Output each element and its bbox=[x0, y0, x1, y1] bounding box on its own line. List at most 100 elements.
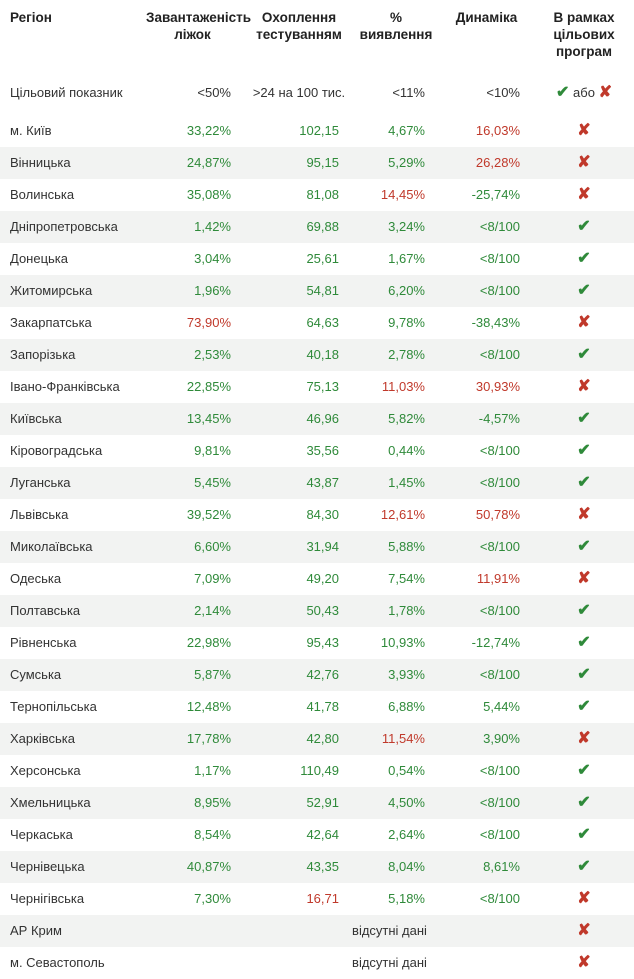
cell-percent: 6,88% bbox=[353, 691, 439, 723]
cell-percent: 10,93% bbox=[353, 627, 439, 659]
table-row: Тернопільська12,48%41,786,88%5,44%✔ bbox=[0, 691, 634, 723]
cell-testing: 81,08 bbox=[245, 179, 353, 211]
cell-program: ✔ bbox=[534, 339, 634, 371]
target-row: Цільовий показник <50% >24 на 100 тис. <… bbox=[0, 75, 634, 115]
cell-region: Херсонська bbox=[0, 755, 140, 787]
table-row: Закарпатська73,90%64,639,78%-38,43%✘ bbox=[0, 307, 634, 339]
table-row: Дніпропетровська1,42%69,883,24%<8/100✔ bbox=[0, 211, 634, 243]
cell-testing: 41,78 bbox=[245, 691, 353, 723]
cell-percent: 5,88% bbox=[353, 531, 439, 563]
cell-load: 13,45% bbox=[140, 403, 245, 435]
header-programs: В рамках цільових програм bbox=[534, 0, 634, 75]
cell-region: Черкаська bbox=[0, 819, 140, 851]
cell-percent: 1,67% bbox=[353, 243, 439, 275]
cell-percent: 12,61% bbox=[353, 499, 439, 531]
cell-dynamics: 5,44% bbox=[439, 691, 534, 723]
cross-icon: ✘ bbox=[577, 183, 590, 207]
cell-dynamics: <8/100 bbox=[439, 659, 534, 691]
cell-percent: 6,20% bbox=[353, 275, 439, 307]
cell-region: м. Севастополь bbox=[0, 947, 140, 979]
cell-region: АР Крим bbox=[0, 915, 140, 947]
cell-percent: 3,93% bbox=[353, 659, 439, 691]
cell-load: 12,48% bbox=[140, 691, 245, 723]
table-row: м. Київ33,22%102,154,67%16,03%✘ bbox=[0, 115, 634, 147]
cell-dynamics: 26,28% bbox=[439, 147, 534, 179]
cell-dynamics: <8/100 bbox=[439, 595, 534, 627]
cell-dynamics: -4,57% bbox=[439, 403, 534, 435]
target-testing: >24 на 100 тис. bbox=[245, 75, 353, 115]
check-icon: ✔ bbox=[577, 791, 590, 815]
cell-program: ✔ bbox=[534, 435, 634, 467]
header-testing: Охоплення тестуванням bbox=[245, 0, 353, 75]
cell-testing: 31,94 bbox=[245, 531, 353, 563]
cell-region: м. Київ bbox=[0, 115, 140, 147]
cell-program: ✔ bbox=[534, 243, 634, 275]
table-row: Полтавська2,14%50,431,78%<8/100✔ bbox=[0, 595, 634, 627]
cell-region: Волинська bbox=[0, 179, 140, 211]
cell-load: 39,52% bbox=[140, 499, 245, 531]
cell-load: 40,87% bbox=[140, 851, 245, 883]
cell-percent: 3,24% bbox=[353, 211, 439, 243]
cell-program: ✔ bbox=[534, 755, 634, 787]
cell-testing: 42,80 bbox=[245, 723, 353, 755]
cell-program: ✔ bbox=[534, 211, 634, 243]
cross-icon: ✘ bbox=[599, 81, 612, 105]
table-row: Чернівецька40,87%43,358,04%8,61%✔ bbox=[0, 851, 634, 883]
cross-icon: ✘ bbox=[577, 375, 590, 399]
target-programs: ✔ або ✘ bbox=[534, 75, 634, 115]
cell-dynamics: 30,93% bbox=[439, 371, 534, 403]
header-load: Завантаженість ліжок bbox=[140, 0, 245, 75]
cell-load: 3,04% bbox=[140, 243, 245, 275]
cell-region: Рівненська bbox=[0, 627, 140, 659]
cell-percent: 2,78% bbox=[353, 339, 439, 371]
cell-testing: 75,13 bbox=[245, 371, 353, 403]
cell-dynamics: <8/100 bbox=[439, 339, 534, 371]
table-row: Донецька3,04%25,611,67%<8/100✔ bbox=[0, 243, 634, 275]
cell-program: ✘ bbox=[534, 915, 634, 947]
check-icon: ✔ bbox=[556, 81, 569, 105]
cell-percent: 5,18% bbox=[353, 883, 439, 915]
cell-testing: 35,56 bbox=[245, 435, 353, 467]
check-icon: ✔ bbox=[577, 215, 590, 239]
cell-percent: 5,82% bbox=[353, 403, 439, 435]
cell-program: ✘ bbox=[534, 883, 634, 915]
cell-region: Одеська bbox=[0, 563, 140, 595]
cell-load bbox=[140, 915, 245, 947]
check-icon: ✔ bbox=[577, 855, 590, 879]
cell-load: 5,45% bbox=[140, 467, 245, 499]
cell-region: Чернівецька bbox=[0, 851, 140, 883]
check-icon: ✔ bbox=[577, 535, 590, 559]
cell-load: 33,22% bbox=[140, 115, 245, 147]
cell-region: Тернопільська bbox=[0, 691, 140, 723]
cell-testing: 42,76 bbox=[245, 659, 353, 691]
cell-load: 1,96% bbox=[140, 275, 245, 307]
cell-percent: 2,64% bbox=[353, 819, 439, 851]
cell-region: Сумська bbox=[0, 659, 140, 691]
check-icon: ✔ bbox=[577, 759, 590, 783]
cell-testing: 42,64 bbox=[245, 819, 353, 851]
cell-percent: 5,29% bbox=[353, 147, 439, 179]
check-icon: ✔ bbox=[577, 663, 590, 687]
cell-load: 5,87% bbox=[140, 659, 245, 691]
cell-program: ✘ bbox=[534, 499, 634, 531]
table-row: Запорізька2,53%40,182,78%<8/100✔ bbox=[0, 339, 634, 371]
cell-testing: 84,30 bbox=[245, 499, 353, 531]
cell-program: ✔ bbox=[534, 691, 634, 723]
table-row: Одеська7,09%49,207,54%11,91%✘ bbox=[0, 563, 634, 595]
table-row: Львівська39,52%84,3012,61%50,78%✘ bbox=[0, 499, 634, 531]
cell-dynamics: -38,43% bbox=[439, 307, 534, 339]
cell-testing: 46,96 bbox=[245, 403, 353, 435]
cell-testing: 110,49 bbox=[245, 755, 353, 787]
cell-program: ✘ bbox=[534, 371, 634, 403]
cell-region: Івано-Франківська bbox=[0, 371, 140, 403]
cell-region: Житомирська bbox=[0, 275, 140, 307]
cell-region: Миколаївська bbox=[0, 531, 140, 563]
table-row: Івано-Франківська22,85%75,1311,03%30,93%… bbox=[0, 371, 634, 403]
cell-region: Хмельницька bbox=[0, 787, 140, 819]
cell-region: Запорізька bbox=[0, 339, 140, 371]
cross-icon: ✘ bbox=[577, 119, 590, 143]
check-icon: ✔ bbox=[577, 247, 590, 271]
cell-absent-note: відсутні дані bbox=[245, 947, 534, 979]
cell-dynamics: 3,90% bbox=[439, 723, 534, 755]
cell-percent: 0,54% bbox=[353, 755, 439, 787]
